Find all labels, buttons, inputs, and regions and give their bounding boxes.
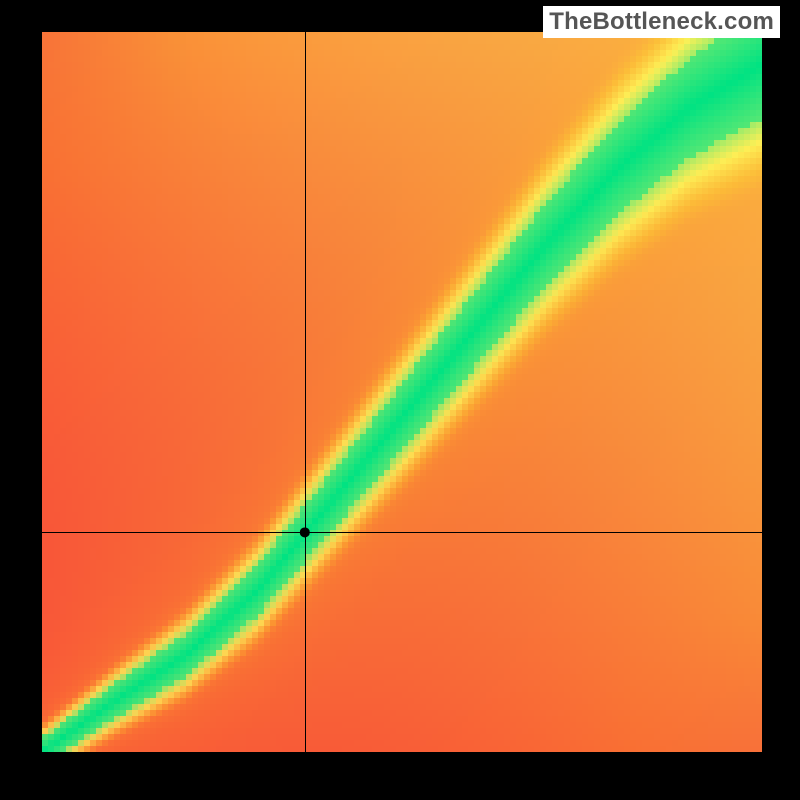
chart-container: TheBottleneck.com: [0, 0, 800, 800]
crosshair-overlay: [42, 32, 762, 752]
watermark-label: TheBottleneck.com: [543, 6, 780, 38]
plot-area: [42, 32, 762, 752]
